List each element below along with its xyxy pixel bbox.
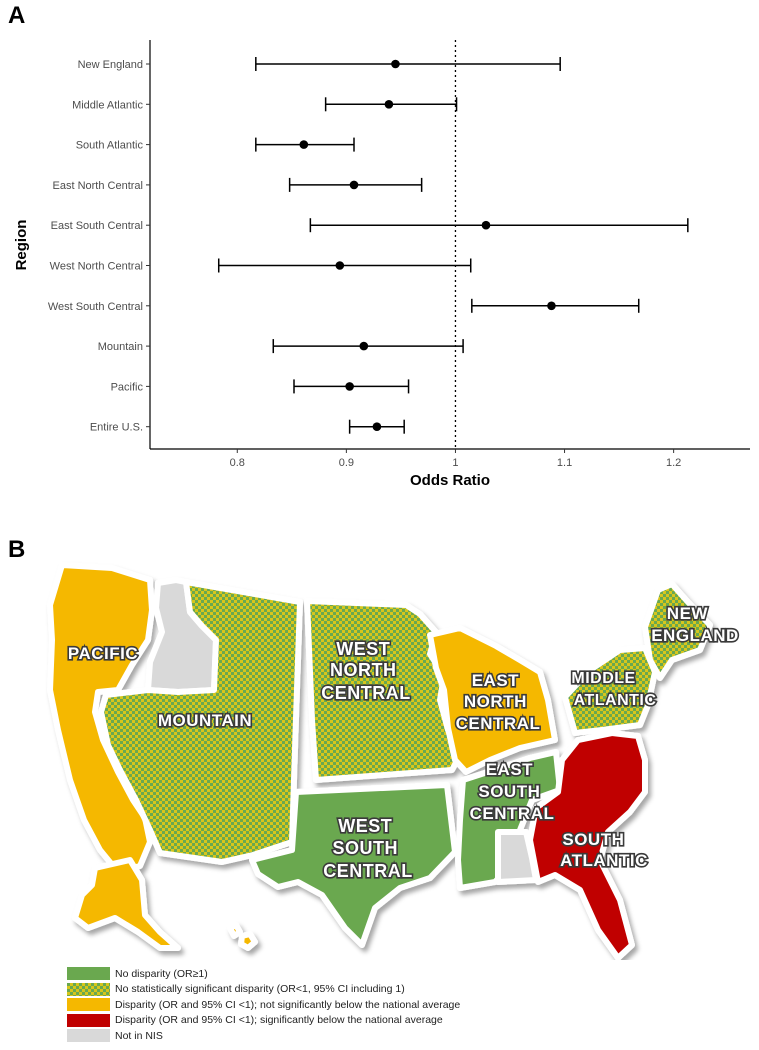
or-point <box>335 261 345 270</box>
label-mountain: MOUNTAIN <box>158 711 252 730</box>
or-point <box>349 180 359 190</box>
label-esc-line-1: EAST <box>486 760 533 779</box>
label-enc-line-1: EAST <box>472 671 519 690</box>
label-wsc-line-1: WEST <box>338 816 392 836</box>
region-mountain <box>98 579 303 865</box>
y-tick-label: West South Central <box>48 301 143 313</box>
label-enc-line-3: CENTRAL <box>456 714 541 733</box>
region-east-north-central <box>427 625 558 775</box>
y-tick-label: Entire U.S. <box>90 422 143 434</box>
panel-b-letter: B <box>8 536 26 563</box>
y-tick-label: South Atlantic <box>76 140 144 152</box>
forest-row: South Atlantic <box>76 137 355 152</box>
label-wsc-line-2: SOUTH <box>332 838 398 858</box>
label-middle-atlantic: MIDDLE ATLANTIC <box>571 670 656 709</box>
label-sa-line-2: ATLANTIC <box>560 851 648 870</box>
label-pacific-line-1: PACIFIC <box>68 644 138 663</box>
region-new-england <box>642 581 713 681</box>
legend-swatch-significant <box>67 1013 110 1027</box>
label-wnc-line-2: NORTH <box>330 660 397 680</box>
or-point <box>391 59 400 69</box>
forest-row: Mountain <box>98 339 464 354</box>
legend-swatch-not-in-nis <box>67 1029 110 1043</box>
label-wnc-line-1: WEST <box>336 639 390 659</box>
forest-plot: 0.8 0.9 1 1.1 1.2 New England Middle Atlantic… <box>13 40 750 489</box>
forest-row: Pacific <box>111 379 410 394</box>
region-alaska <box>72 857 181 951</box>
y-axis-title: Region <box>13 220 30 271</box>
forest-row: East North Central <box>53 177 423 192</box>
x-tick-label: 1 <box>452 457 458 469</box>
label-west-south-central: WEST SOUTH CENTRAL <box>323 816 413 881</box>
forest-row: West North Central <box>50 258 472 273</box>
label-south-atlantic: SOUTH ATLANTIC <box>560 830 648 870</box>
x-tick-label: 1.2 <box>666 457 681 469</box>
legend-swatch-no-disparity <box>67 967 110 981</box>
forest-row: East South Central <box>51 218 689 233</box>
legend-item-not-significant: No statistically significant disparity (… <box>67 982 460 998</box>
label-ma-line-2: ATLANTIC <box>574 692 657 709</box>
label-ma-line-1: MIDDLE <box>571 670 635 687</box>
label-east-north-central: EAST NORTH CENTRAL <box>456 671 541 733</box>
label-new-england: NEW ENGLAND <box>651 604 739 645</box>
x-ticks: 0.8 0.9 1 1.1 1.2 <box>230 449 681 469</box>
label-ne-line-1: NEW <box>667 604 709 623</box>
region-west-north-central <box>304 598 463 783</box>
y-tick-label: Middle Atlantic <box>72 99 143 111</box>
map-legend: No disparity (OR≥1) No statistically sig… <box>67 966 460 1044</box>
label-pacific: PACIFIC <box>68 644 138 663</box>
forest-row: New England <box>78 57 561 71</box>
legend-swatch-not-significant <box>67 982 110 996</box>
panel-a-letter: A <box>8 2 26 29</box>
label-esc-line-2: SOUTH <box>478 782 540 801</box>
legend-item-disparity: Disparity (OR and 95% CI <1); not signif… <box>67 997 460 1013</box>
y-tick-label: West North Central <box>50 261 143 273</box>
legend-swatch-disparity <box>67 998 110 1012</box>
label-wnc-line-3: CENTRAL <box>321 683 411 703</box>
x-tick-label: 1.1 <box>557 457 572 469</box>
label-sa-line-1: SOUTH <box>562 830 624 849</box>
forest-row: Entire U.S. <box>90 419 405 434</box>
region-hawaii <box>227 922 258 951</box>
y-tick-label: New England <box>78 59 143 71</box>
label-wsc-line-3: CENTRAL <box>323 861 413 881</box>
label-ne-line-2: ENGLAND <box>651 626 739 645</box>
x-tick-label: 0.9 <box>339 457 354 469</box>
legend-label-disparity: Disparity (OR and 95% CI <1); not signif… <box>115 998 461 1011</box>
legend-label-significant: Disparity (OR and 95% CI <1); significan… <box>115 1014 443 1027</box>
map-labels: PACIFIC MOUNTAIN WEST NORTH CENTRAL EAST… <box>66 602 740 882</box>
label-enc-line-2: NORTH <box>464 692 527 711</box>
y-tick-label: East South Central <box>51 220 143 232</box>
or-point <box>481 220 491 230</box>
or-point <box>359 341 369 351</box>
us-regions-map: PACIFIC MOUNTAIN WEST NORTH CENTRAL EAST… <box>47 562 740 960</box>
forest-row: Middle Atlantic <box>72 97 458 112</box>
legend-item-significant: Disparity (OR and 95% CI <1); significan… <box>67 1013 460 1029</box>
label-east-south-central: EAST SOUTH CENTRAL <box>470 760 555 823</box>
region-west-south-central <box>249 782 458 948</box>
or-point <box>299 140 309 149</box>
forest-rows: New England Middle Atlantic South Atlantic… <box>48 57 689 434</box>
y-tick-label: East North Central <box>53 180 143 192</box>
y-tick-label: Mountain <box>98 341 143 353</box>
legend-label-no-disparity: No disparity (OR≥1) <box>115 967 208 980</box>
label-west-north-central: WEST NORTH CENTRAL <box>321 639 411 703</box>
legend-item-no-disparity: No disparity (OR≥1) <box>67 966 460 982</box>
label-mountain-line-1: MOUNTAIN <box>158 711 252 730</box>
or-point <box>345 382 354 391</box>
x-axis-title: Odds Ratio <box>410 472 490 489</box>
x-tick-label: 0.8 <box>230 457 245 469</box>
legend-label-not-significant: No statistically significant disparity (… <box>115 983 405 996</box>
legend-item-not-in-nis: Not in NIS <box>67 1028 460 1044</box>
region-middle-atlantic <box>562 645 658 736</box>
y-tick-label: Pacific <box>111 381 144 393</box>
or-point <box>384 100 394 109</box>
forest-axes <box>149 40 750 450</box>
label-esc-line-3: CENTRAL <box>470 804 555 823</box>
forest-row: West South Central <box>48 298 640 313</box>
or-point <box>547 301 556 311</box>
legend-label-not-in-nis: Not in NIS <box>115 1029 163 1042</box>
region-south-atlantic <box>527 730 648 960</box>
or-point <box>372 422 382 432</box>
